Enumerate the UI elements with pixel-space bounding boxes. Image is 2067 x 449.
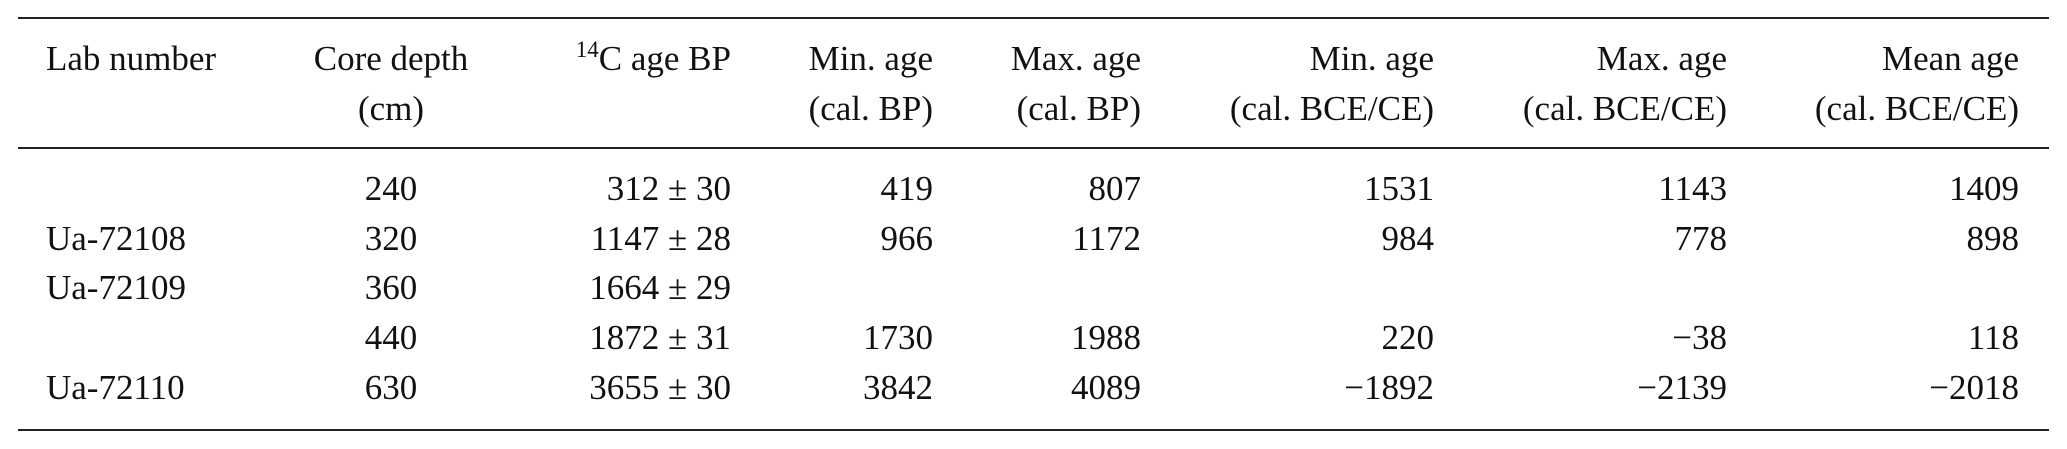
header-cell: (cal. BP)	[808, 89, 933, 128]
header-cell: Min. age	[1309, 39, 1434, 78]
table-cell: 630	[364, 368, 418, 407]
table-cell: 118	[1967, 318, 2019, 357]
table-cell: 1147 ± 28	[590, 219, 731, 258]
table-cell: 419	[880, 169, 934, 208]
table-cell: 320	[364, 219, 418, 258]
header-cell: (cal. BCE/CE)	[1229, 89, 1434, 128]
table-cell: 1664 ± 29	[589, 268, 731, 307]
table-cell: −38	[1672, 318, 1727, 357]
header-cell: Max. age	[1596, 39, 1727, 78]
header-cell: (cal. BCE/CE)	[1814, 89, 2019, 128]
header-cell: (cal. BCE/CE)	[1522, 89, 1727, 128]
top-rule	[18, 17, 2049, 19]
header-text: C age BP	[598, 39, 731, 78]
table-cell: 1730	[863, 318, 933, 357]
table-cell: 966	[880, 219, 934, 258]
table-cell: Ua-72110	[46, 368, 185, 407]
table-cell: 360	[364, 268, 418, 307]
table-cell: 1172	[1072, 219, 1141, 258]
table-cell: −2018	[1929, 368, 2019, 407]
header-cell: Mean age	[1881, 39, 2019, 78]
table-cell: 984	[1381, 219, 1435, 258]
table-cell: 3842	[863, 368, 933, 407]
table-cell: 3655 ± 30	[589, 368, 731, 407]
table-cell: 807	[1088, 169, 1142, 208]
header-cell: Core depth	[313, 39, 469, 78]
table-cell: 440	[364, 318, 418, 357]
mid-rule	[18, 147, 2049, 149]
header-cell: Min. age	[808, 39, 933, 78]
table-cell: 4089	[1071, 368, 1141, 407]
table-cell: Ua-72108	[46, 219, 186, 258]
header-cell: Max. age	[1010, 39, 1141, 78]
table-cell: −2139	[1637, 368, 1727, 407]
table-cell: 1143	[1658, 169, 1727, 208]
header-cell: Lab number	[46, 39, 217, 78]
table-cell: 220	[1381, 318, 1435, 357]
table-cell: 312 ± 30	[606, 169, 731, 208]
table-cell: 1409	[1949, 169, 2019, 208]
table-cell: 240	[364, 169, 418, 208]
table-cell: 778	[1674, 219, 1728, 258]
header-cell: 14C age BP	[576, 38, 731, 78]
table-cell: 1531	[1364, 169, 1434, 208]
superscript: 14	[575, 37, 599, 62]
table-cell: 1872 ± 31	[589, 318, 731, 357]
table-cell: 898	[1966, 219, 2020, 258]
table-cell: −1892	[1344, 368, 1434, 407]
table-cell: 1988	[1071, 318, 1141, 357]
table-cell: Ua-72109	[46, 268, 186, 307]
bottom-rule	[18, 429, 2049, 431]
header-cell: (cm)	[357, 89, 425, 128]
header-cell: (cal. BP)	[1016, 89, 1141, 128]
